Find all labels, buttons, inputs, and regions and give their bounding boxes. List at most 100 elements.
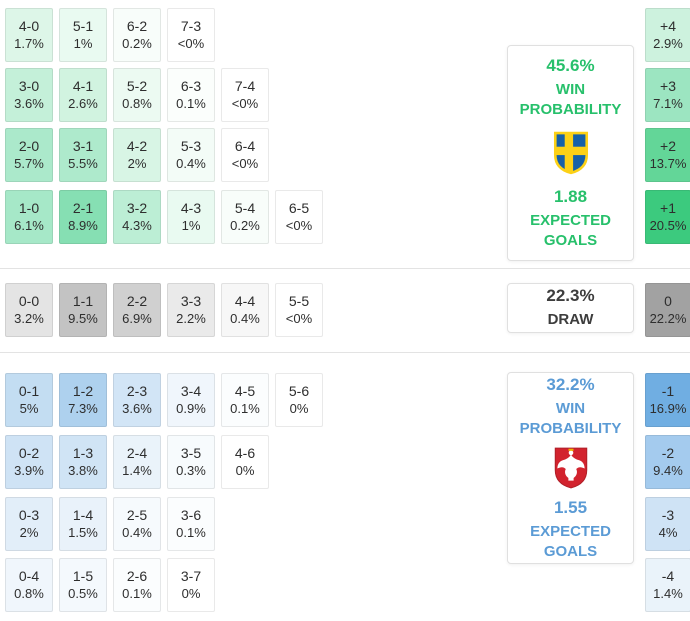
home-expected-goals: 1.88 (553, 187, 588, 206)
draw-panel: 22.3% DRAW (507, 283, 634, 333)
scoreline-label: 5-5 (288, 293, 310, 310)
probability-label: 0.8% (14, 585, 44, 601)
score-cell: 3-2 4.3% (113, 190, 161, 244)
scoreline-label: 5-2 (126, 78, 148, 95)
score-cell: 1-5 0.5% (59, 558, 107, 612)
score-cell: 3-1 5.5% (59, 128, 107, 182)
home-expected-goals-label: EXPECTED GOALS (530, 212, 611, 249)
probability-label: <0% (285, 310, 313, 326)
scoreline-label: 2-6 (126, 568, 148, 585)
probability-label: 1.5% (68, 524, 98, 540)
probability-label: 1.4% (122, 462, 152, 478)
probability-label: <0% (231, 155, 259, 171)
score-cell: 1-4 1.5% (59, 497, 107, 551)
probability-label: 13.7% (649, 155, 687, 171)
probability-label: 8.9% (68, 217, 98, 233)
score-cell: 0-4 0.8% (5, 558, 53, 612)
score-cell: 6-3 0.1% (167, 68, 215, 122)
scoreline-label: 1-1 (72, 293, 94, 310)
goal-margin-cell: -2 9.4% (645, 435, 690, 489)
probability-label: 7.1% (653, 95, 683, 111)
score-cell: 1-0 6.1% (5, 190, 53, 244)
section-separator (0, 352, 690, 353)
score-cell: 7-4 <0% (221, 68, 269, 122)
score-cell: 5-6 0% (275, 373, 323, 427)
home-score-row-4: 1-0 6.1% 2-1 8.9% 3-2 4.3% 4-3 1% 5-4 0.2% 6-… (5, 190, 323, 244)
scoreline-label: 7-4 (234, 78, 256, 95)
probability-label: 3.2% (14, 310, 44, 326)
probability-label: 5.5% (68, 155, 98, 171)
score-cell: 3-4 0.9% (167, 373, 215, 427)
scoreline-label: 1-2 (72, 383, 94, 400)
scoreline-label: 3-5 (180, 445, 202, 462)
score-cell: 2-6 0.1% (113, 558, 161, 612)
scoreline-label: 0-3 (18, 507, 40, 524)
score-cell: 2-5 0.4% (113, 497, 161, 551)
probability-label: 0.1% (176, 95, 206, 111)
draw-probability: 22.3% (546, 286, 595, 306)
probability-label: 2% (19, 524, 39, 540)
goal-diff-label: +2 (660, 138, 676, 155)
away-score-row-4: 0-4 0.8% 1-5 0.5% 2-6 0.1% 3-7 0% (5, 558, 215, 612)
scoreline-label: 6-2 (126, 18, 148, 35)
probability-label: 4% (658, 524, 678, 540)
score-cell: 3-0 3.6% (5, 68, 53, 122)
probability-label: <0% (177, 35, 205, 51)
probability-label: 0.9% (176, 400, 206, 416)
score-cell: 4-0 1.7% (5, 8, 53, 62)
score-cell: 6-4 <0% (221, 128, 269, 182)
score-cell: 0-2 3.9% (5, 435, 53, 489)
goal-diff-label: -4 (661, 568, 675, 585)
draw-score-row: 0-0 3.2% 1-1 9.5% 2-2 6.9% 3-3 2.2% 4-4 0.4% … (5, 283, 323, 337)
score-cell: 2-0 5.7% (5, 128, 53, 182)
scoreline-label: 4-2 (126, 138, 148, 155)
score-cell: 2-2 6.9% (113, 283, 161, 337)
score-cell: 4-1 2.6% (59, 68, 107, 122)
scoreline-label: 4-4 (234, 293, 256, 310)
scoreline-label: 1-4 (72, 507, 94, 524)
probability-label: 22.2% (649, 310, 687, 326)
home-win-panel: 45.6% WIN PROBABILITY 1.88 EXPECTED GOAL… (507, 45, 634, 261)
poland-crest-icon (554, 447, 587, 489)
score-cell: 4-6 0% (221, 435, 269, 489)
home-score-row-2: 3-0 3.6% 4-1 2.6% 5-2 0.8% 6-3 0.1% 7-4 <0% (5, 68, 269, 122)
goal-diff-label: -3 (661, 507, 675, 524)
away-win-panel: 32.2% WIN PROBABILITY 1.55 EXPECTED GOAL… (507, 372, 634, 564)
probability-label: 0.1% (230, 400, 260, 416)
probability-label: 7.3% (68, 400, 98, 416)
probability-label: 2% (127, 155, 147, 171)
scoreline-label: 4-6 (234, 445, 256, 462)
scoreline-label: 3-7 (180, 568, 202, 585)
scoreline-label: 0-1 (18, 383, 40, 400)
scoreline-label: 3-0 (18, 78, 40, 95)
scoreline-label: 0-2 (18, 445, 40, 462)
probability-label: 5% (19, 400, 39, 416)
score-cell: 3-3 2.2% (167, 283, 215, 337)
probability-label: 6.9% (122, 310, 152, 326)
goal-diff-label: +1 (660, 200, 676, 217)
probability-label: 0% (181, 585, 201, 601)
goal-diff-label: 0 (664, 293, 672, 310)
scoreline-label: 2-3 (126, 383, 148, 400)
scoreline-label: 7-3 (180, 18, 202, 35)
score-cell: 0-3 2% (5, 497, 53, 551)
home-score-row-3: 2-0 5.7% 3-1 5.5% 4-2 2% 5-3 0.4% 6-4 <0% (5, 128, 269, 182)
probability-label: 9.5% (68, 310, 98, 326)
scoreline-label: 2-0 (18, 138, 40, 155)
probability-label: 0.2% (122, 35, 152, 51)
sweden-crest-icon (553, 131, 588, 175)
score-cell: 4-4 0.4% (221, 283, 269, 337)
score-cell: 3-7 0% (167, 558, 215, 612)
probability-label: 0.5% (68, 585, 98, 601)
score-cell: 7-3 <0% (167, 8, 215, 62)
scoreline-label: 1-3 (72, 445, 94, 462)
poland-crown (567, 448, 574, 451)
score-cell: 1-2 7.3% (59, 373, 107, 427)
scoreline-label: 2-5 (126, 507, 148, 524)
scoreline-label: 4-3 (180, 200, 202, 217)
probability-label: 6.1% (14, 217, 44, 233)
draw-label: DRAW (547, 311, 594, 329)
goal-margin-cell: 0 22.2% (645, 283, 690, 337)
goal-margin-cell: +2 13.7% (645, 128, 690, 182)
goal-margin-cell: +1 20.5% (645, 190, 690, 244)
